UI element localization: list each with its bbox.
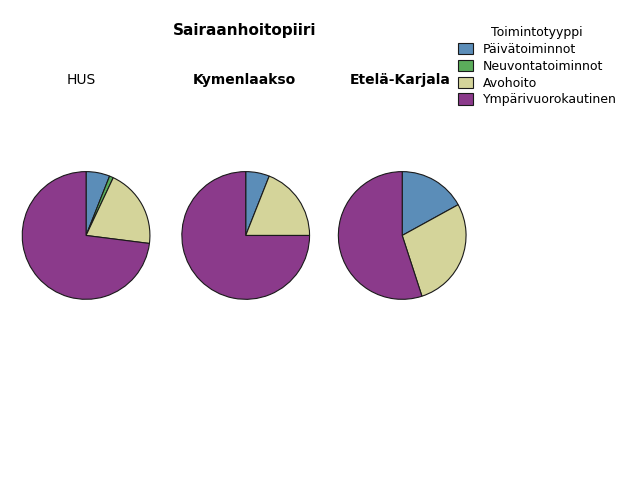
Wedge shape bbox=[86, 176, 113, 235]
Legend: Päivätoiminnot, Neuvontatoiminnot, Avohoito, Ympärivuorokautinen: Päivätoiminnot, Neuvontatoiminnot, Avoho… bbox=[458, 26, 617, 106]
Wedge shape bbox=[403, 205, 466, 296]
Wedge shape bbox=[246, 176, 310, 235]
Text: HUS: HUS bbox=[67, 73, 96, 87]
Wedge shape bbox=[339, 172, 422, 299]
Text: Kymenlaakso: Kymenlaakso bbox=[193, 73, 295, 87]
Wedge shape bbox=[86, 172, 110, 235]
Wedge shape bbox=[182, 172, 310, 299]
Wedge shape bbox=[23, 172, 150, 299]
Text: Sairaanhoitopiiri: Sairaanhoitopiiri bbox=[172, 23, 316, 38]
Text: Etelä-Karjala: Etelä-Karjala bbox=[350, 73, 451, 87]
Wedge shape bbox=[86, 178, 150, 243]
Wedge shape bbox=[402, 172, 458, 235]
Wedge shape bbox=[245, 172, 269, 235]
